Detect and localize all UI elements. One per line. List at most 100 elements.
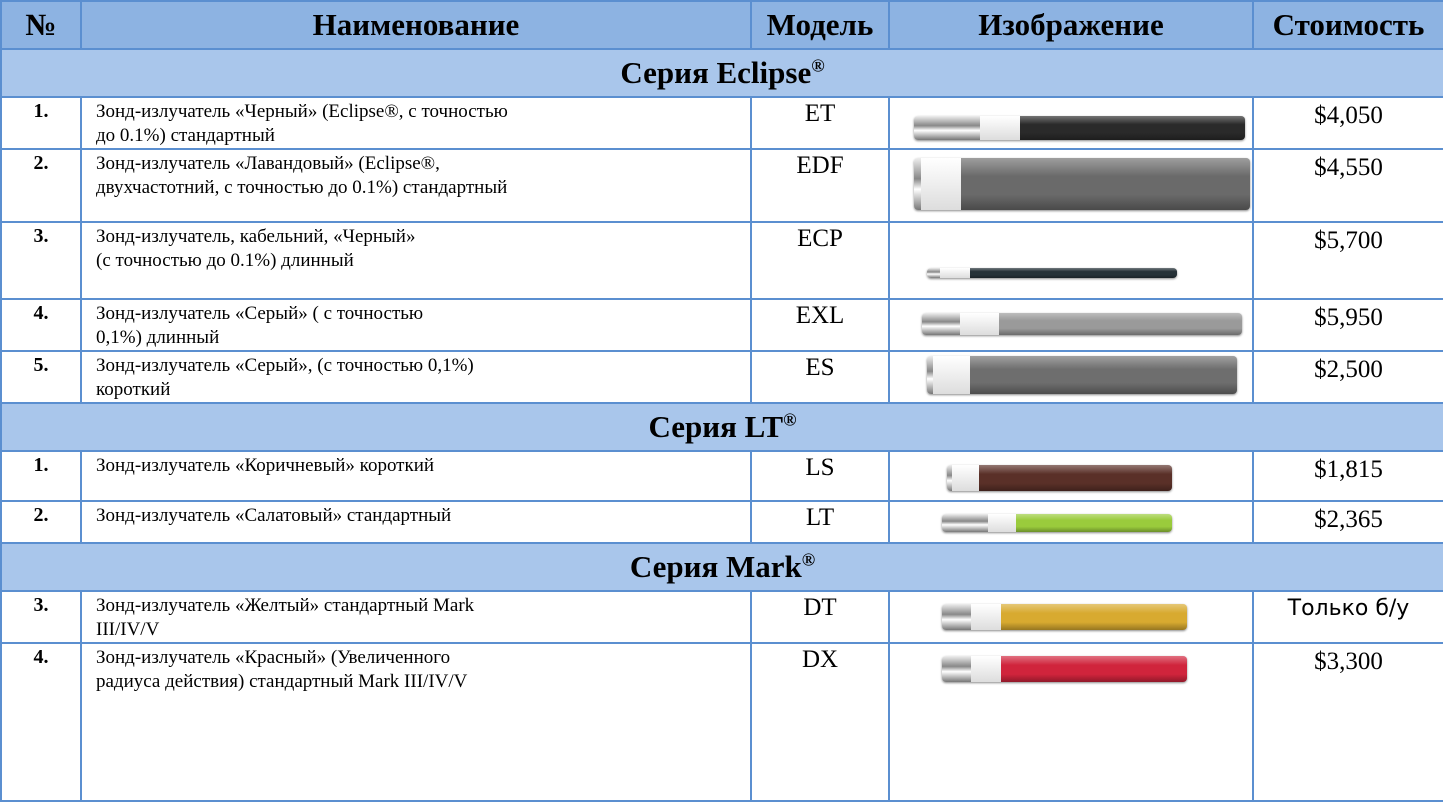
probe-metal — [942, 514, 988, 532]
model: ET — [750, 96, 890, 150]
row-number: 5. — [0, 350, 82, 404]
product-name: Зонд-излучатель, кабельний, «Черный» (с т… — [80, 221, 752, 300]
model: DT — [750, 590, 890, 644]
model: LS — [750, 450, 890, 502]
price: $4,050 — [1252, 96, 1443, 150]
probe-metal — [922, 313, 961, 335]
probe-image — [927, 356, 1237, 394]
product-image — [888, 590, 1254, 644]
probe-label — [980, 116, 1020, 140]
section-title: Серия Eclipse® — [0, 48, 1443, 98]
model: ECP — [750, 221, 890, 300]
probe-metal — [942, 656, 972, 682]
product-image — [888, 642, 1254, 802]
price: $1,815 — [1252, 450, 1443, 502]
probe-metal — [947, 465, 952, 491]
price: Только б/у — [1252, 590, 1443, 644]
product-row: 4. Зонд-излучатель «Красный» (Увеличенног… — [0, 642, 1443, 802]
row-number: 4. — [0, 298, 82, 352]
probe-label — [971, 656, 1001, 682]
name-line: Зонд-излучатель «Желтый» стандартный Mar… — [96, 595, 475, 616]
name-line: радиуса действия) стандартный Mark III/I… — [96, 671, 468, 692]
probe-label — [971, 604, 1001, 630]
probe-image — [922, 313, 1242, 335]
probe-image — [947, 465, 1172, 491]
name-line: Зонд-излучатель, кабельний, «Черный» — [96, 226, 416, 247]
row-number: 2. — [0, 500, 82, 544]
probe-image — [914, 116, 1245, 140]
section-title: Серия LT® — [0, 402, 1443, 452]
product-name: Зонд-излучатель «Лавандовый» (Eclipse®, д… — [80, 148, 752, 223]
row-number: 3. — [0, 221, 82, 300]
probe-label — [920, 158, 962, 210]
row-number: 4. — [0, 642, 82, 802]
name-line: Зонд-излучатель «Серый» ( с точностью — [96, 303, 424, 324]
product-name: Зонд-излучатель «Красный» (Увеличенного р… — [80, 642, 752, 802]
product-image — [888, 350, 1254, 404]
product-row: 3. Зонд-излучатель «Желтый» стандартный M… — [0, 590, 1443, 644]
price: $5,700 — [1252, 221, 1443, 300]
probe-label — [960, 313, 999, 335]
header-cell: № — [0, 0, 82, 50]
probe-body — [978, 465, 1172, 491]
product-row: 1. Зонд-излучатель «Черный» (Eclipse®, с … — [0, 96, 1443, 150]
name-line: двухчастотний, с точностью до 0.1%) стан… — [96, 177, 508, 198]
probe-metal — [942, 604, 972, 630]
price: $2,500 — [1252, 350, 1443, 404]
name-line: Зонд-излучатель «Коричневый» короткий — [96, 455, 435, 476]
product-name: Зонд-излучатель «Серый», (с точностью 0,… — [80, 350, 752, 404]
section-name: Серия Eclipse — [620, 55, 812, 90]
product-row: 2. Зонд-излучатель «Салатовый» стандартны… — [0, 500, 1443, 544]
product-row: 1. Зонд-излучатель «Коричневый» короткий L… — [0, 450, 1443, 502]
section-row: Серия LT® — [0, 402, 1443, 452]
product-image — [888, 500, 1254, 544]
registered-mark: ® — [811, 55, 825, 76]
row-number: 1. — [0, 450, 82, 502]
name-line: Зонд-излучатель «Красный» (Увеличенного — [96, 647, 451, 668]
probe-metal — [914, 116, 981, 140]
row-number: 2. — [0, 148, 82, 223]
name-line: (с точностью до 0.1%) длинный — [96, 250, 354, 271]
header-cell: Изображение — [888, 0, 1254, 50]
section-row: Серия Eclipse® — [0, 48, 1443, 98]
header-row: № Наименование Модель Изображение Стоимость — [0, 0, 1443, 50]
name-line: Зонд-излучатель «Салатовый» стандартный — [96, 505, 452, 526]
probe-body — [969, 268, 1177, 278]
probe-image — [942, 656, 1187, 682]
product-row: 2. Зонд-излучатель «Лавандовый» (Eclipse®… — [0, 148, 1443, 223]
probe-body — [1015, 514, 1172, 532]
product-row: 4. Зонд-излучатель «Серый» ( с точностью 0… — [0, 298, 1443, 352]
probe-image — [914, 158, 1250, 210]
name-line: III/IV/V — [96, 619, 160, 640]
row-number: 1. — [0, 96, 82, 150]
price: $2,365 — [1252, 500, 1443, 544]
name-line: Зонд-излучатель «Лавандовый» (Eclipse®, — [96, 153, 440, 174]
product-name: Зонд-излучатель «Черный» (Eclipse®, с то… — [80, 96, 752, 150]
name-line: 0,1%) длинный — [96, 327, 220, 348]
probe-image — [942, 604, 1187, 630]
name-line: Зонд-излучатель «Черный» (Eclipse®, с то… — [96, 101, 508, 122]
probe-body — [1019, 116, 1245, 140]
probe-body — [1000, 656, 1187, 682]
probe-metal — [927, 268, 940, 278]
probe-label — [939, 268, 970, 278]
probe-image — [927, 268, 1177, 278]
probe-label — [933, 356, 971, 394]
product-row: 5. Зонд-излучатель «Серый», (с точностью … — [0, 350, 1443, 404]
product-name: Зонд-излучатель «Желтый» стандартный Mar… — [80, 590, 752, 644]
model: EDF — [750, 148, 890, 223]
section-row: Серия Mark® — [0, 542, 1443, 592]
probe-label — [988, 514, 1016, 532]
product-name: Зонд-излучатель «Коричневый» короткий — [80, 450, 752, 502]
header-cell: Стоимость — [1252, 0, 1443, 50]
price: $4,550 — [1252, 148, 1443, 223]
header-cell: Модель — [750, 0, 890, 50]
name-line: Зонд-излучатель «Серый», (с точностью 0,… — [96, 355, 474, 376]
row-number: 3. — [0, 590, 82, 644]
probe-metal — [927, 356, 934, 394]
probe-image — [942, 514, 1172, 532]
product-name: Зонд-излучатель «Салатовый» стандартный — [80, 500, 752, 544]
product-image — [888, 450, 1254, 502]
